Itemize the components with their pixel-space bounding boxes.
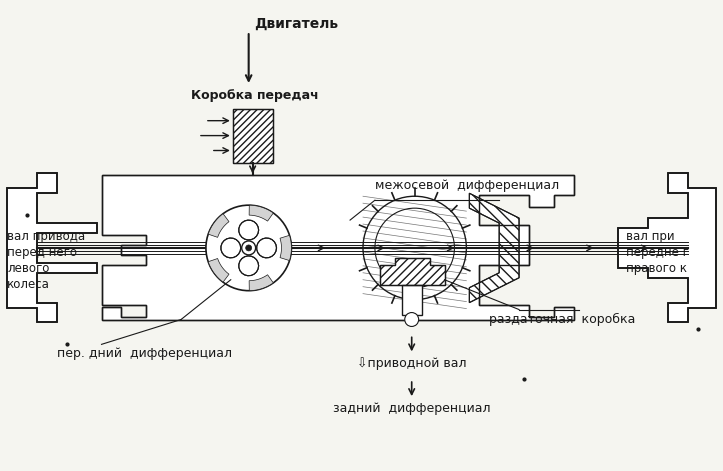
Polygon shape	[239, 256, 259, 276]
Polygon shape	[208, 259, 229, 282]
Bar	[233, 109, 273, 163]
Polygon shape	[380, 258, 445, 284]
Text: раздаточная  коробка: раздаточная коробка	[489, 313, 636, 325]
Circle shape	[246, 245, 252, 251]
Circle shape	[375, 208, 455, 288]
Text: ⇩приводной вал: ⇩приводной вал	[357, 357, 466, 370]
Polygon shape	[249, 205, 273, 221]
Circle shape	[206, 205, 291, 291]
Bar	[402, 284, 422, 315]
Polygon shape	[101, 175, 574, 319]
Text: межосевой  дифференциал: межосевой дифференциал	[375, 179, 559, 192]
Bar	[233, 109, 273, 163]
Polygon shape	[7, 173, 97, 323]
Polygon shape	[469, 193, 519, 302]
Polygon shape	[221, 238, 241, 258]
Circle shape	[363, 196, 466, 300]
Text: вал привода
перед него
левого
колеса: вал привода перед него левого колеса	[7, 230, 85, 291]
Text: вал при
передне г
правого к: вал при передне г правого к	[626, 230, 689, 275]
Circle shape	[405, 313, 419, 326]
Circle shape	[241, 241, 256, 255]
Text: Коробка передач: Коробка передач	[191, 89, 319, 102]
Polygon shape	[280, 236, 291, 260]
Polygon shape	[239, 220, 259, 240]
Text: пер. дний  дифференциал: пер. дний дифференциал	[57, 347, 232, 360]
Polygon shape	[208, 214, 229, 237]
Text: Двигатель: Двигатель	[254, 16, 338, 30]
Polygon shape	[257, 238, 276, 258]
Text: задний  дифференциал: задний дифференциал	[333, 402, 490, 415]
Polygon shape	[618, 173, 716, 323]
Polygon shape	[249, 275, 273, 291]
